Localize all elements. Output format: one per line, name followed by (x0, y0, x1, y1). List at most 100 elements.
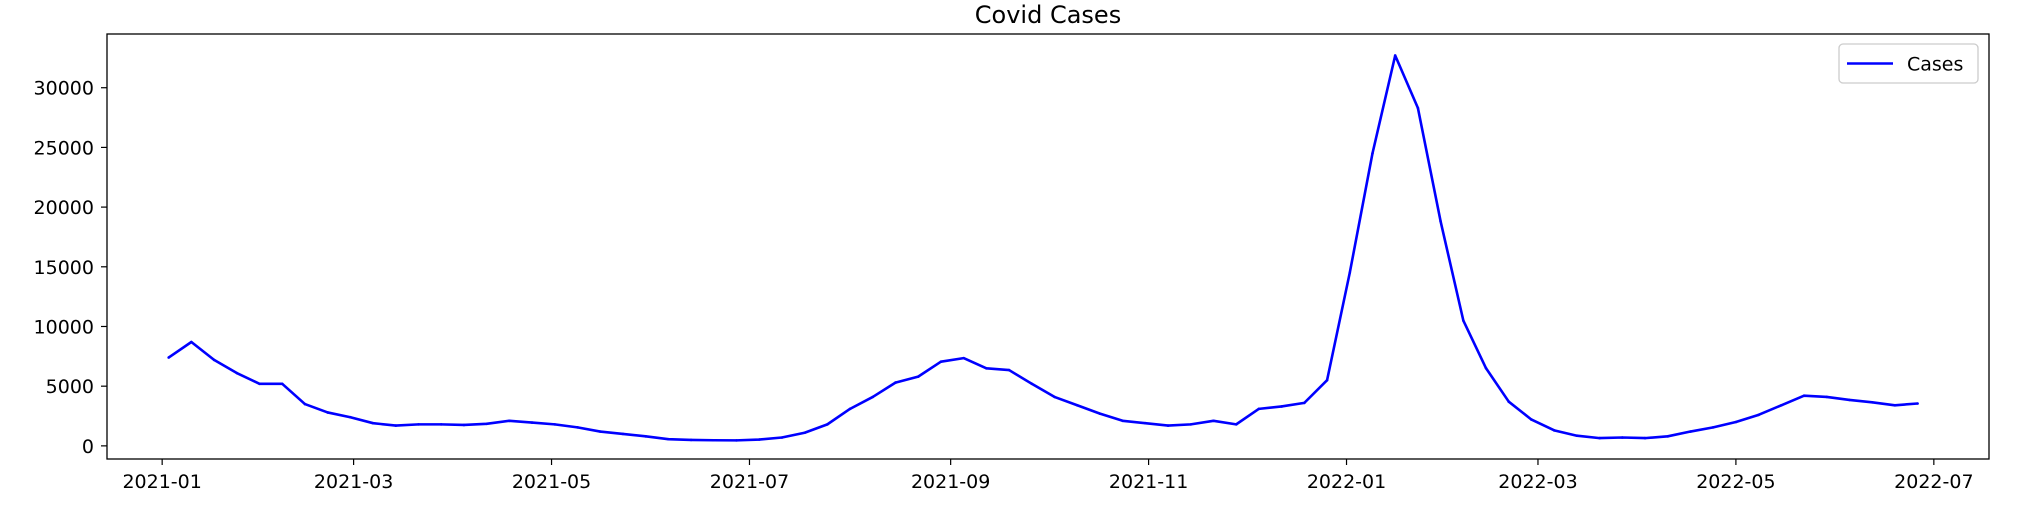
data-point (417, 423, 420, 426)
data-point (258, 382, 261, 386)
data-point (689, 438, 693, 442)
data-point (1416, 106, 1420, 110)
data-point (1893, 403, 1897, 407)
data-point (1144, 421, 1147, 425)
data-point (508, 419, 511, 423)
data-point (371, 421, 375, 425)
data-point (1575, 434, 1579, 438)
y-tick-label: 10000 (34, 316, 94, 338)
data-point (1371, 152, 1374, 155)
data-point (985, 366, 988, 370)
x-tick-label: 2021-11 (1109, 471, 1188, 493)
data-point (1643, 436, 1647, 440)
chart-title: Covid Cases (975, 1, 1121, 29)
x-tick-label: 2021-03 (314, 471, 393, 493)
data-point (1848, 398, 1851, 402)
data-point (780, 436, 784, 439)
data-point (1507, 400, 1511, 404)
y-tick-label: 30000 (34, 78, 94, 100)
data-point (1734, 420, 1738, 424)
data-point (190, 340, 193, 344)
data-point (1189, 423, 1193, 426)
data-point (644, 435, 647, 438)
x-tick-label: 2022-01 (1307, 471, 1386, 493)
data-point (871, 395, 875, 399)
data-point (1212, 419, 1215, 423)
series-layer (167, 54, 1919, 442)
x-axis: 2021-01 2021-03 2021-05 2021-07 2021-09 2021-… (122, 459, 1974, 493)
x-tick-label: 2021-05 (512, 471, 591, 493)
data-point (280, 382, 284, 386)
data-point (235, 371, 239, 375)
data-point (1666, 435, 1670, 438)
plot-area-frame (106, 33, 1990, 460)
data-point (1530, 418, 1533, 421)
data-point (462, 423, 466, 427)
data-point (667, 437, 670, 441)
data-point (1439, 220, 1442, 223)
data-point (576, 426, 579, 429)
data-point (939, 360, 943, 364)
data-point (1098, 412, 1102, 415)
data-point (1757, 413, 1760, 417)
data-point (1257, 407, 1261, 411)
data-point (303, 402, 307, 406)
data-point (1030, 382, 1034, 386)
data-point (1484, 366, 1488, 370)
data-point (530, 421, 534, 424)
data-point (1462, 319, 1465, 322)
data-point (803, 431, 806, 435)
legend: Cases (1838, 43, 1979, 84)
y-tick-label: 15000 (34, 257, 94, 279)
data-point (1621, 436, 1624, 439)
x-tick-label: 2021-09 (911, 471, 990, 493)
data-point (553, 423, 557, 426)
data-point (1598, 436, 1601, 440)
data-point (1552, 429, 1556, 432)
data-point (1825, 395, 1829, 399)
data-point (962, 356, 965, 360)
data-point (894, 381, 897, 384)
data-point (1780, 403, 1783, 407)
data-point (1870, 400, 1874, 404)
data-point (1053, 395, 1056, 399)
x-tick-label: 2021-07 (710, 471, 789, 493)
legend-label-cases: Cases (1907, 54, 1963, 76)
y-tick-label: 25000 (34, 137, 94, 159)
data-point (848, 407, 852, 411)
x-tick-label: 2022-03 (1498, 471, 1577, 493)
legend-box (1838, 43, 1979, 84)
data-point (598, 430, 602, 433)
data-point (167, 356, 170, 359)
data-point (349, 415, 352, 419)
data-point (485, 422, 488, 426)
data-point (1348, 271, 1352, 275)
data-point (1303, 401, 1306, 405)
x-tick-label: 2022-05 (1696, 471, 1775, 493)
data-point (1007, 368, 1011, 372)
y-axis: 0 5000 10000 15000 20000 25000 30000 (34, 78, 107, 458)
data-point (1075, 403, 1079, 407)
data-point (439, 423, 443, 426)
data-point (1802, 394, 1806, 398)
data-point (212, 358, 216, 362)
data-point (1280, 405, 1283, 408)
data-point (394, 424, 398, 427)
data-point (735, 439, 738, 442)
series-line-cases (167, 54, 1918, 442)
y-tick-label: 0 (82, 436, 94, 458)
data-point (757, 438, 761, 441)
data-point (1393, 54, 1397, 57)
data-point (621, 432, 625, 436)
data-point (1916, 402, 1919, 405)
y-tick-label: 5000 (46, 376, 94, 398)
x-tick-label: 2022-07 (1894, 471, 1973, 493)
data-point (916, 375, 920, 378)
data-point (826, 423, 829, 426)
data-point (1711, 426, 1715, 429)
data-point (326, 411, 329, 414)
data-point (1121, 419, 1124, 423)
data-point (1166, 424, 1170, 427)
